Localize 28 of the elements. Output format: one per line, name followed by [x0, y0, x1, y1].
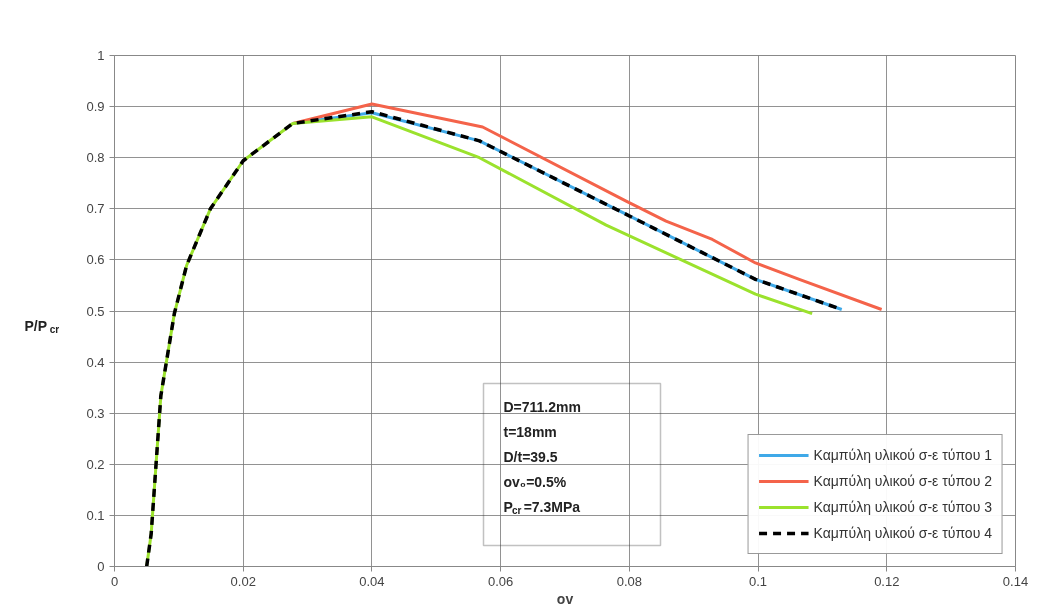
- y-tick-label: 0.9: [86, 99, 105, 115]
- x-axis-title: ov: [556, 590, 574, 607]
- x-tick-label: 0.02: [230, 573, 256, 589]
- legend-label: Καμπύλη υλικού σ-ε τύπου 1: [813, 447, 992, 463]
- annotation: t=18mm: [503, 423, 557, 440]
- y-tick-label: 0.4: [86, 354, 105, 370]
- x-tick-label: 0.14: [1002, 573, 1029, 589]
- y-tick-label: 0.1: [86, 507, 105, 523]
- y-tick-label: 0.6: [86, 252, 105, 268]
- y-tick-label: 0.7: [86, 201, 105, 217]
- y-tick-label: 0: [97, 559, 105, 574]
- legend-label: Καμπύλη υλικού σ-ε τύπου 4: [813, 525, 992, 541]
- legend-label: Καμπύλη υλικού σ-ε τύπου 2: [813, 473, 992, 489]
- legend-label: Καμπύλη υλικού σ-ε τύπου 3: [813, 499, 992, 515]
- x-tick-label: 0.12: [874, 573, 900, 589]
- x-tick-label: 0.04: [359, 573, 385, 589]
- y-tick-label: 1: [97, 48, 105, 63]
- annotation: D/t=39.5: [503, 448, 558, 465]
- x-tick-label: 0.06: [487, 573, 514, 589]
- x-tick-label: 0.1: [749, 573, 768, 589]
- y-tick-label: 0.8: [86, 150, 105, 166]
- x-tick-label: 0: [110, 573, 119, 589]
- y-tick-label: 0.3: [86, 405, 105, 421]
- annotation: D=711.2mm: [503, 398, 581, 415]
- y-tick-label: 0.5: [86, 303, 105, 319]
- x-tick-label: 0.08: [616, 573, 643, 589]
- y-tick-label: 0.2: [86, 456, 105, 472]
- annotation: ov₀=0.5%: [503, 473, 567, 490]
